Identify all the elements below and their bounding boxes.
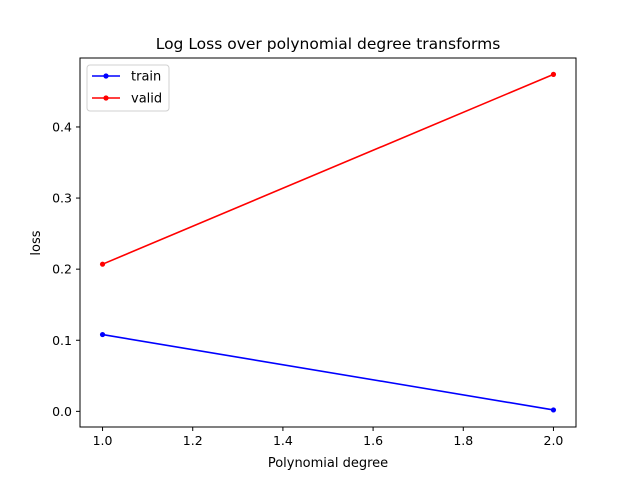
series-line-valid: [102, 73, 554, 265]
x-tick-label: 1.6: [363, 433, 383, 448]
y-axis-label: loss: [29, 230, 44, 255]
legend-label-train: train: [131, 70, 161, 85]
chart-title: Log Loss over polynomial degree transfor…: [156, 35, 501, 53]
plot-frame: [79, 57, 577, 428]
legend: train valid: [86, 64, 170, 112]
x-axis-label: Polynomial degree: [268, 456, 388, 471]
x-tick-label: 1.0: [93, 433, 113, 448]
legend-marker-valid: [103, 95, 109, 101]
x-tick-label: 1.8: [453, 433, 473, 448]
data-point-valid: [550, 71, 557, 77]
x-tick-label: 2.0: [544, 433, 564, 448]
legend-label-valid: valid: [131, 92, 162, 107]
legend-marker-train: [103, 73, 109, 79]
x-axis: 1.0 1.2 1.4 1.6 1.8 2.0: [93, 427, 564, 448]
y-tick-label: 0.4: [52, 119, 72, 134]
x-tick-label: 1.4: [273, 433, 293, 448]
data-point-train: [550, 407, 557, 413]
y-tick-label: 0.2: [52, 262, 72, 277]
plot-area: [99, 71, 557, 413]
data-point-train: [99, 331, 106, 338]
y-tick-label: 0.1: [52, 333, 72, 348]
y-axis: 0.0 0.1 0.2 0.3 0.4: [52, 119, 80, 419]
data-point-valid: [99, 261, 106, 267]
y-tick-label: 0.3: [52, 191, 72, 206]
x-tick-label: 1.2: [183, 433, 203, 448]
y-tick-label: 0.0: [52, 404, 72, 419]
series-line-train: [102, 333, 554, 411]
